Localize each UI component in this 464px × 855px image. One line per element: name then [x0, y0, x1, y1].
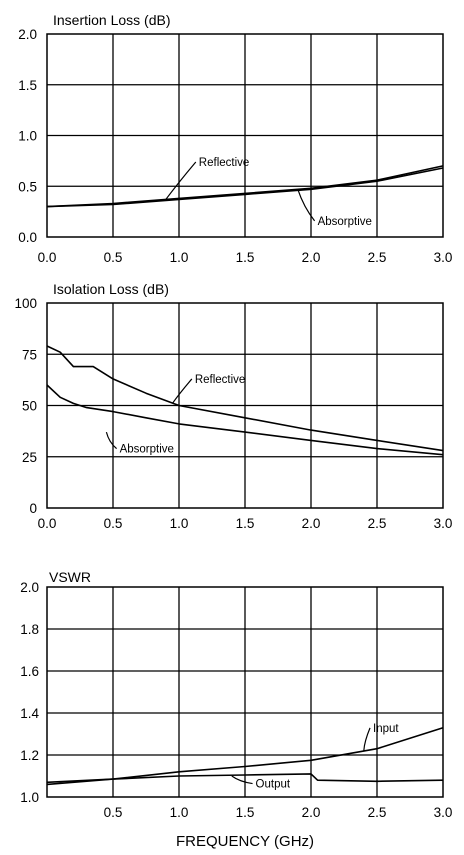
annotation-label: Absorptive: [120, 444, 174, 456]
y-tick-label: 1.0: [18, 129, 37, 144]
x-tick-label: 0.0: [38, 250, 57, 265]
x-tick-label: 1.5: [236, 516, 255, 531]
annotation-label: Absorptive: [318, 216, 372, 228]
y-tick-label: 1.4: [20, 706, 39, 721]
y-tick-label: 1.0: [20, 790, 39, 805]
x-tick-label: 3.0: [434, 516, 453, 531]
y-tick-label: 50: [22, 399, 37, 414]
annotation-leader: [105, 432, 117, 450]
y-tick-label: 0.5: [18, 179, 37, 194]
annotation-label: Reflective: [195, 374, 246, 386]
x-tick-label: 1.0: [170, 250, 189, 265]
chart-title: Insertion Loss (dB): [53, 12, 171, 28]
plot-frame: [46, 33, 444, 238]
y-tick-label: 1.2: [20, 748, 39, 763]
series-line-absorptive: [46, 384, 444, 456]
x-axis-label: FREQUENCY (GHz): [176, 833, 314, 850]
x-tick-label: 3.0: [434, 805, 453, 820]
y-tick-label: 1.8: [20, 622, 39, 637]
x-tick-label: 1.5: [236, 805, 255, 820]
x-tick-label: 3.0: [434, 250, 453, 265]
x-tick-label: 0.5: [104, 250, 123, 265]
annotation-leader: [363, 727, 371, 751]
y-tick-label: 75: [22, 347, 37, 362]
series-line-output: [46, 773, 444, 784]
x-tick-label: 2.5: [368, 250, 387, 265]
annotation-leader: [297, 189, 316, 222]
chart-title: Isolation Loss (dB): [53, 281, 169, 297]
plot-frame: [46, 586, 444, 798]
y-tick-label: 0: [29, 501, 37, 516]
x-tick-label: 0.5: [104, 516, 123, 531]
annotation-leader: [231, 775, 253, 785]
annotation-label: Input: [373, 723, 399, 735]
chart-title: VSWR: [49, 569, 91, 585]
x-tick-label: 2.0: [302, 805, 321, 820]
vswr-chart: VSWR 1.0 1.2 1.4 1.6 1.8 2.0 0.5 1.0 1.5 2.0 2.5 3.0…: [20, 569, 452, 850]
x-tick-label: 1.5: [236, 250, 255, 265]
plot-frame: [46, 302, 444, 509]
series-line-reflective: [46, 165, 444, 208]
x-tick-label: 0.0: [38, 516, 57, 531]
series-line-reflective: [46, 345, 444, 452]
y-tick-label: 2.0: [20, 580, 39, 595]
x-tick-label: 2.5: [368, 516, 387, 531]
annotation-leader: [171, 378, 193, 404]
x-tick-label: 1.0: [170, 516, 189, 531]
x-tick-label: 2.0: [302, 250, 321, 265]
y-tick-label: 0.0: [18, 230, 37, 245]
y-tick-label: 100: [14, 296, 37, 311]
x-tick-label: 1.0: [170, 805, 189, 820]
y-tick-label: 25: [22, 450, 37, 465]
annotation-label: Reflective: [199, 157, 250, 169]
annotation-label: Output: [256, 779, 291, 791]
series-line-absorptive: [46, 167, 444, 208]
y-tick-label: 2.0: [18, 27, 37, 42]
x-tick-label: 0.5: [104, 805, 123, 820]
annotation-leader: [165, 161, 197, 200]
x-tick-label: 2.0: [302, 516, 321, 531]
x-tick-label: 2.5: [368, 805, 387, 820]
insertion-loss-chart: Insertion Loss (dB) 0.0 0.5 1.0 1.5 2.0 0.0 0.5…: [18, 12, 452, 265]
isolation-loss-chart: Isolation Loss (dB) 0 25 50 75 100 0.0 0.5 1.0 1.…: [14, 281, 452, 531]
y-tick-label: 1.5: [18, 78, 37, 93]
y-tick-label: 1.6: [20, 664, 39, 679]
